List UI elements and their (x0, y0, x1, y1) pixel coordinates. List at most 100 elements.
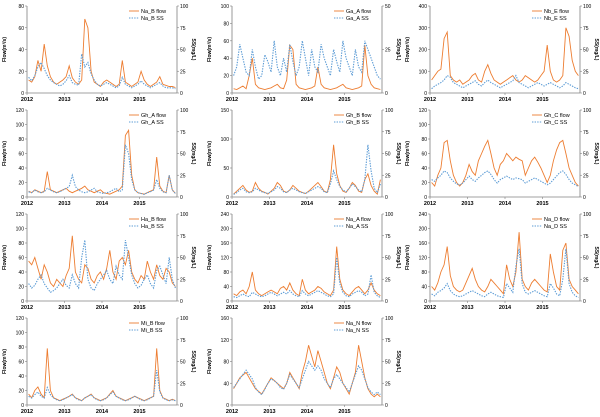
y2-axis-title: SS(mg/L) (395, 247, 401, 269)
y-tick-label: 100 (221, 4, 230, 10)
x-tick-label: 2015 (133, 97, 145, 103)
y-tick-label: 80 (18, 241, 24, 247)
ss-series-line (28, 144, 176, 195)
y-tick-label: 0 (226, 91, 229, 97)
chart-panel: 0 20 40 60 80 100 120 0 25 50 75 100 2012 2013 2014 201… (2, 212, 196, 311)
y-tick-label: 200 (419, 227, 428, 233)
legend-label: Na_A SS (346, 224, 369, 230)
legend-label: Ga_A SS (346, 16, 369, 22)
y2-axis-title: SS(mg/L) (190, 351, 196, 373)
y-axis-title: Flow(m³/s) (207, 37, 213, 62)
x-tick-label: 2013 (461, 201, 473, 207)
x-tick-label: 2013 (263, 201, 275, 207)
flow-series-line (28, 235, 176, 288)
y2-tick-label: 75 (385, 234, 391, 240)
legend-label: Nb_E flow (544, 9, 569, 15)
y-axis-title: Flow(m³/s) (405, 37, 411, 62)
y-tick-label: 0 (424, 91, 427, 97)
legend-label: Gh_A flow (141, 113, 166, 119)
y-tick-label: 20 (18, 285, 24, 291)
y-tick-label: 0 (424, 299, 427, 305)
y-axis-title: Flow(m³/s) (405, 245, 411, 270)
y-tick-label: 160 (221, 316, 230, 322)
y2-tick-label: 75 (180, 338, 186, 344)
y-tick-label: 50 (223, 166, 229, 172)
x-tick-label: 2015 (338, 97, 350, 103)
legend-label: Gh_C flow (544, 113, 570, 119)
y-tick-label: 100 (419, 69, 428, 75)
chart-panel: 0 20 40 60 80 0 25 50 75 100 2012 2013 2014 2015 Flow(… (2, 4, 196, 103)
legend-label: Mi_B flow (141, 321, 165, 327)
legend-label: Na_A flow (346, 217, 371, 223)
y-tick-label: 240 (419, 212, 428, 218)
flow-series-line (28, 128, 176, 195)
y-tick-label: 300 (419, 26, 428, 32)
y2-tick-label: 50 (180, 152, 186, 158)
y2-tick-label: 25 (180, 277, 186, 283)
y2-tick-label: 0 (583, 195, 586, 201)
y-tick-label: 20 (223, 74, 229, 80)
legend-label: Gh_B flow (346, 113, 371, 119)
y-tick-label: 200 (221, 227, 230, 233)
y2-tick-label: 0 (583, 299, 586, 305)
flow-series-line (233, 43, 381, 90)
legend-label: Na_D flow (544, 217, 569, 223)
x-tick-label: 2015 (536, 305, 548, 311)
x-tick-label: 2012 (424, 97, 436, 103)
y-tick-label: 40 (18, 166, 24, 172)
y-tick-label: 0 (424, 195, 427, 201)
x-tick-label: 2014 (96, 97, 109, 103)
y2-tick-label: 75 (385, 130, 391, 136)
legend-label: Ha_B flow (141, 217, 166, 223)
legend-label: Nb_E SS (544, 16, 567, 22)
chart-panel: 0 20 40 60 80 100 120 0 25 50 75 100 2012 2013 2014 201… (2, 108, 196, 207)
y2-tick-label: 25 (583, 173, 589, 179)
y-tick-label: 40 (421, 285, 427, 291)
flow-series-line (431, 232, 579, 295)
y2-tick-label: 25 (180, 69, 186, 75)
y-tick-label: 100 (16, 227, 25, 233)
y2-axis-title: SS(mg/L) (395, 143, 401, 165)
ss-series-line (233, 360, 381, 396)
x-tick-label: 2013 (263, 97, 275, 103)
chart-panel: 0 100 200 300 400 0 25 50 75 100 2012 2013 2014 2015 F… (405, 4, 599, 103)
y-axis-title: Flow(m³/s) (2, 349, 8, 374)
y-tick-label: 100 (221, 137, 230, 143)
y-tick-label: 160 (419, 241, 428, 247)
y2-tick-label: 75 (180, 234, 186, 240)
x-tick-label: 2013 (58, 201, 70, 207)
y2-tick-label: 25 (583, 69, 589, 75)
y2-tick-label: 50 (583, 48, 589, 54)
x-tick-label: 2015 (536, 97, 548, 103)
ss-series-line (431, 248, 579, 299)
y-tick-label: 150 (221, 108, 230, 114)
x-tick-label: 2012 (424, 201, 436, 207)
x-tick-label: 2015 (133, 201, 145, 207)
y2-axis-title: SS(mg/L) (593, 39, 599, 61)
y2-tick-label: 75 (385, 338, 391, 344)
ss-series-line (28, 53, 176, 90)
y-tick-label: 40 (421, 166, 427, 172)
y2-tick-label: 0 (385, 195, 388, 201)
y-tick-label: 120 (221, 338, 230, 344)
chart-panel: 0 20 40 60 80 100 120 0 25 50 75 100 2012 2013 2014 201… (405, 108, 599, 207)
flow-series-line (28, 348, 176, 402)
y-axis-title: Flow(m³/s) (2, 141, 8, 166)
y-tick-label: 120 (419, 256, 428, 262)
y2-tick-label: 100 (385, 108, 394, 114)
y-tick-label: 20 (18, 181, 24, 187)
y-tick-label: 60 (18, 26, 24, 32)
x-tick-label: 2015 (536, 201, 548, 207)
y-tick-label: 120 (16, 316, 25, 322)
y2-axis-title: SS(mg/L) (593, 247, 599, 269)
x-tick-label: 2014 (499, 305, 512, 311)
x-tick-label: 2012 (21, 201, 33, 207)
y-tick-label: 60 (18, 360, 24, 366)
y-tick-label: 40 (223, 285, 229, 291)
y-tick-label: 80 (18, 4, 24, 10)
y-axis-title: Flow(m³/s) (2, 245, 8, 270)
x-tick-label: 2013 (58, 409, 70, 415)
y-axis-title: Flow(m³/s) (207, 141, 213, 166)
y-tick-label: 0 (226, 195, 229, 201)
x-tick-label: 2015 (338, 305, 350, 311)
